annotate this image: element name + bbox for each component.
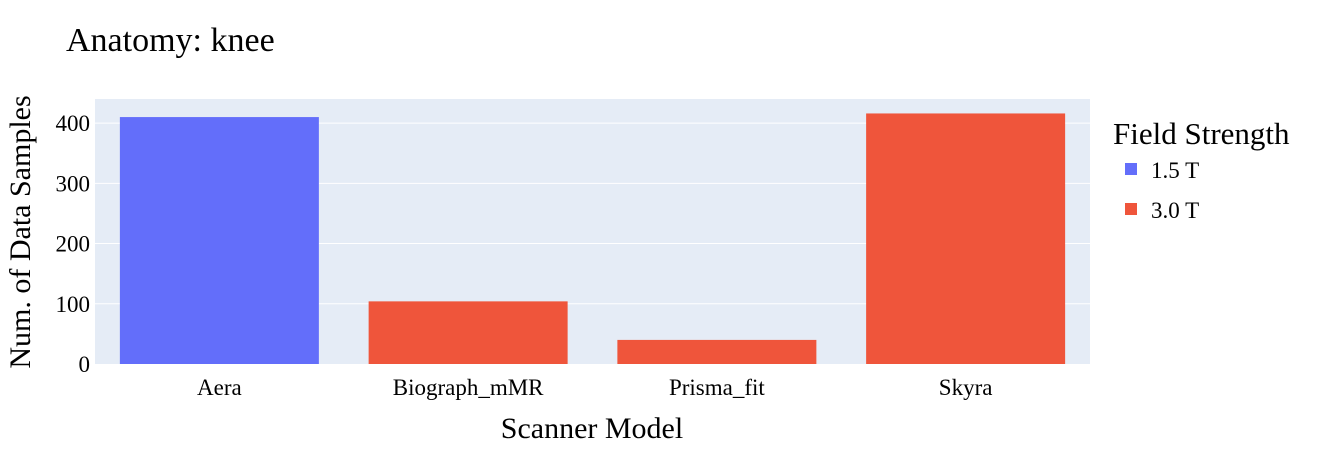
y-axis-title: Num. of Data Samples: [4, 95, 37, 368]
legend-title: Field Strength: [1113, 116, 1290, 151]
y-tick-label-0: 0: [79, 352, 91, 377]
x-tick-label-biograph-mmr: Biograph_mMR: [393, 375, 544, 400]
legend-swatch-3-0t: [1125, 203, 1137, 215]
x-tick-label-aera: Aera: [197, 375, 242, 400]
y-axis-ticks: 0 100 200 300 400: [56, 111, 91, 377]
legend: Field Strength 1.5 T 3.0 T: [1113, 116, 1290, 223]
legend-item-1-5t[interactable]: 1.5 T: [1125, 158, 1199, 183]
y-tick-label-300: 300: [56, 171, 91, 196]
bar-biograph-mmr[interactable]: [368, 301, 568, 364]
x-axis-title: Scanner Model: [501, 412, 683, 445]
chart-title: Anatomy: knee: [66, 22, 275, 59]
bar-aera[interactable]: [119, 117, 319, 365]
y-tick-label-100: 100: [56, 292, 91, 317]
legend-label-3-0t: 3.0 T: [1151, 198, 1199, 223]
x-tick-label-prisma-fit: Prisma_fit: [669, 375, 765, 400]
x-tick-label-skyra: Skyra: [939, 375, 993, 400]
bars: [119, 113, 1066, 365]
legend-item-3-0t[interactable]: 3.0 T: [1125, 198, 1199, 223]
bar-skyra[interactable]: [866, 113, 1066, 364]
legend-swatch-1-5t: [1125, 163, 1137, 175]
legend-label-1-5t: 1.5 T: [1151, 158, 1199, 183]
y-tick-label-200: 200: [56, 232, 91, 257]
x-axis-ticks: Aera Biograph_mMR Prisma_fit Skyra: [197, 375, 992, 400]
y-tick-label-400: 400: [56, 111, 91, 136]
bar-prisma-fit[interactable]: [617, 339, 817, 364]
